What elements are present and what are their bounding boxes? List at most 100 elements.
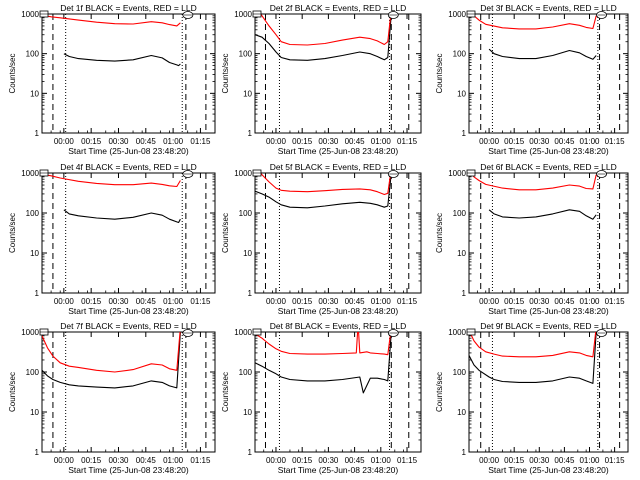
y-tick-label: 100 [26,209,40,218]
plot-frame [254,13,422,134]
y-tick-label: 10 [243,408,252,417]
y-tick-label: 10 [30,89,39,98]
x-tick-label: 00:15 [81,137,102,146]
y-tick-label: 10 [457,249,466,258]
x-tick-label: 00:30 [318,456,339,465]
x-tick-label: 00:30 [108,456,129,465]
series-group [42,332,181,389]
y-tick-label: 1000 [448,10,466,19]
status-icon [596,11,607,19]
chart-title: Det 6f BLACK = Events, RED = LLD [480,162,617,172]
series-group [255,14,392,61]
x-tick-label: 01:00 [163,137,184,146]
y-tick-label: 1 [35,129,40,138]
lld-series-line [469,332,597,358]
events-series-line [255,14,392,61]
plot-frame [254,331,422,453]
status-icon [466,328,476,336]
plot-frame [254,172,422,294]
y-axis-label: Counts/sec [8,213,17,253]
x-tick-label: 00:30 [108,137,129,146]
y-axis-label: Counts/sec [221,213,230,253]
x-tick-label: 00:15 [504,456,525,465]
series-group [255,173,392,209]
x-tick-label: 01:15 [605,297,626,306]
chart-title: Det 7f BLACK = Events, RED = LLD [60,321,197,331]
x-tick-label: 01:15 [397,297,418,306]
y-tick-label: 1 [35,448,40,457]
x-tick-label: 00:45 [345,137,366,146]
status-icon [182,329,194,337]
x-tick-label: 01:15 [605,456,626,465]
series-group [469,332,597,384]
y-tick-label: 1000 [21,10,39,19]
status-icon [252,328,262,336]
lld-series-line [42,173,181,188]
y-tick-label: 10 [30,408,39,417]
status-icon [252,10,262,18]
status-icon [596,329,607,337]
y-tick-label: 1 [248,289,253,298]
y-tick-label: 100 [239,50,253,59]
chart-panel: Det 6f BLACK = Events, RED = LLD 1 10 100 10… [435,162,629,316]
x-tick-label: 00:30 [318,297,339,306]
y-tick-label: 100 [453,50,467,59]
y-axis-label: Counts/sec [8,372,17,412]
x-tick-label: 01:15 [605,137,626,146]
x-axis-label: Start Time (25-Jun-08 23:48:20) [68,306,189,316]
x-tick-label: 01:00 [579,137,600,146]
x-axis-label: Start Time (25-Jun-08 23:48:20) [488,465,609,475]
status-icon [182,11,194,19]
series-group [469,173,597,220]
events-series-line [255,332,392,394]
y-tick-label: 100 [239,209,253,218]
x-tick-label: 01:00 [163,297,184,306]
x-axis-label: Start Time (25-Jun-08 23:48:20) [278,465,399,475]
y-axis-label: Counts/sec [221,372,230,412]
series-group [42,173,181,224]
events-series-line [488,209,597,220]
series-group [42,14,181,67]
x-tick-label: 00:45 [554,297,575,306]
y-tick-label: 100 [26,50,40,59]
status-icon [387,329,399,337]
y-tick-label: 1000 [21,328,39,337]
lld-series-line [255,332,392,356]
x-tick-label: 00:45 [136,137,157,146]
status-icon [387,11,399,19]
x-axis-label: Start Time (25-Jun-08 23:48:20) [488,146,609,156]
y-tick-label: 1 [248,129,253,138]
status-icon [596,170,607,178]
y-tick-label: 10 [30,249,39,258]
status-icon [387,170,399,178]
x-tick-label: 00:45 [554,137,575,146]
lld-series-line [471,14,597,30]
y-axis-label: Counts/sec [8,53,17,93]
x-tick-label: 01:00 [371,137,392,146]
x-axis-label: Start Time (25-Jun-08 23:48:20) [278,146,399,156]
plot-frame [41,172,216,294]
chart-panel: Det 8f BLACK = Events, RED = LLD 1 10 100 10… [221,321,422,475]
x-tick-label: 00:30 [108,297,129,306]
y-axis-label: Counts/sec [435,53,444,93]
x-tick-label: 00:00 [266,137,287,146]
plot-frame [41,13,216,134]
x-tick-label: 00:00 [54,137,75,146]
chart-title: Det 9f BLACK = Events, RED = LLD [480,321,617,331]
x-tick-label: 00:15 [504,137,525,146]
y-axis-label: Counts/sec [435,372,444,412]
x-tick-label: 00:30 [318,137,339,146]
status-icon [466,10,476,18]
chart-panel: Det 7f BLACK = Events, RED = LLD 1 10 100 10… [8,321,216,475]
y-tick-label: 1 [248,448,253,457]
events-series-line [42,332,181,389]
y-tick-label: 1 [462,448,467,457]
y-tick-label: 100 [239,368,253,377]
lld-series-line [469,173,597,191]
y-tick-label: 10 [457,89,466,98]
chart-panel: Det 4f BLACK = Events, RED = LLD 1 10 100 10… [8,162,216,316]
events-series-line [488,48,597,60]
lld-series-line [259,173,392,196]
lld-series-line [259,14,392,46]
